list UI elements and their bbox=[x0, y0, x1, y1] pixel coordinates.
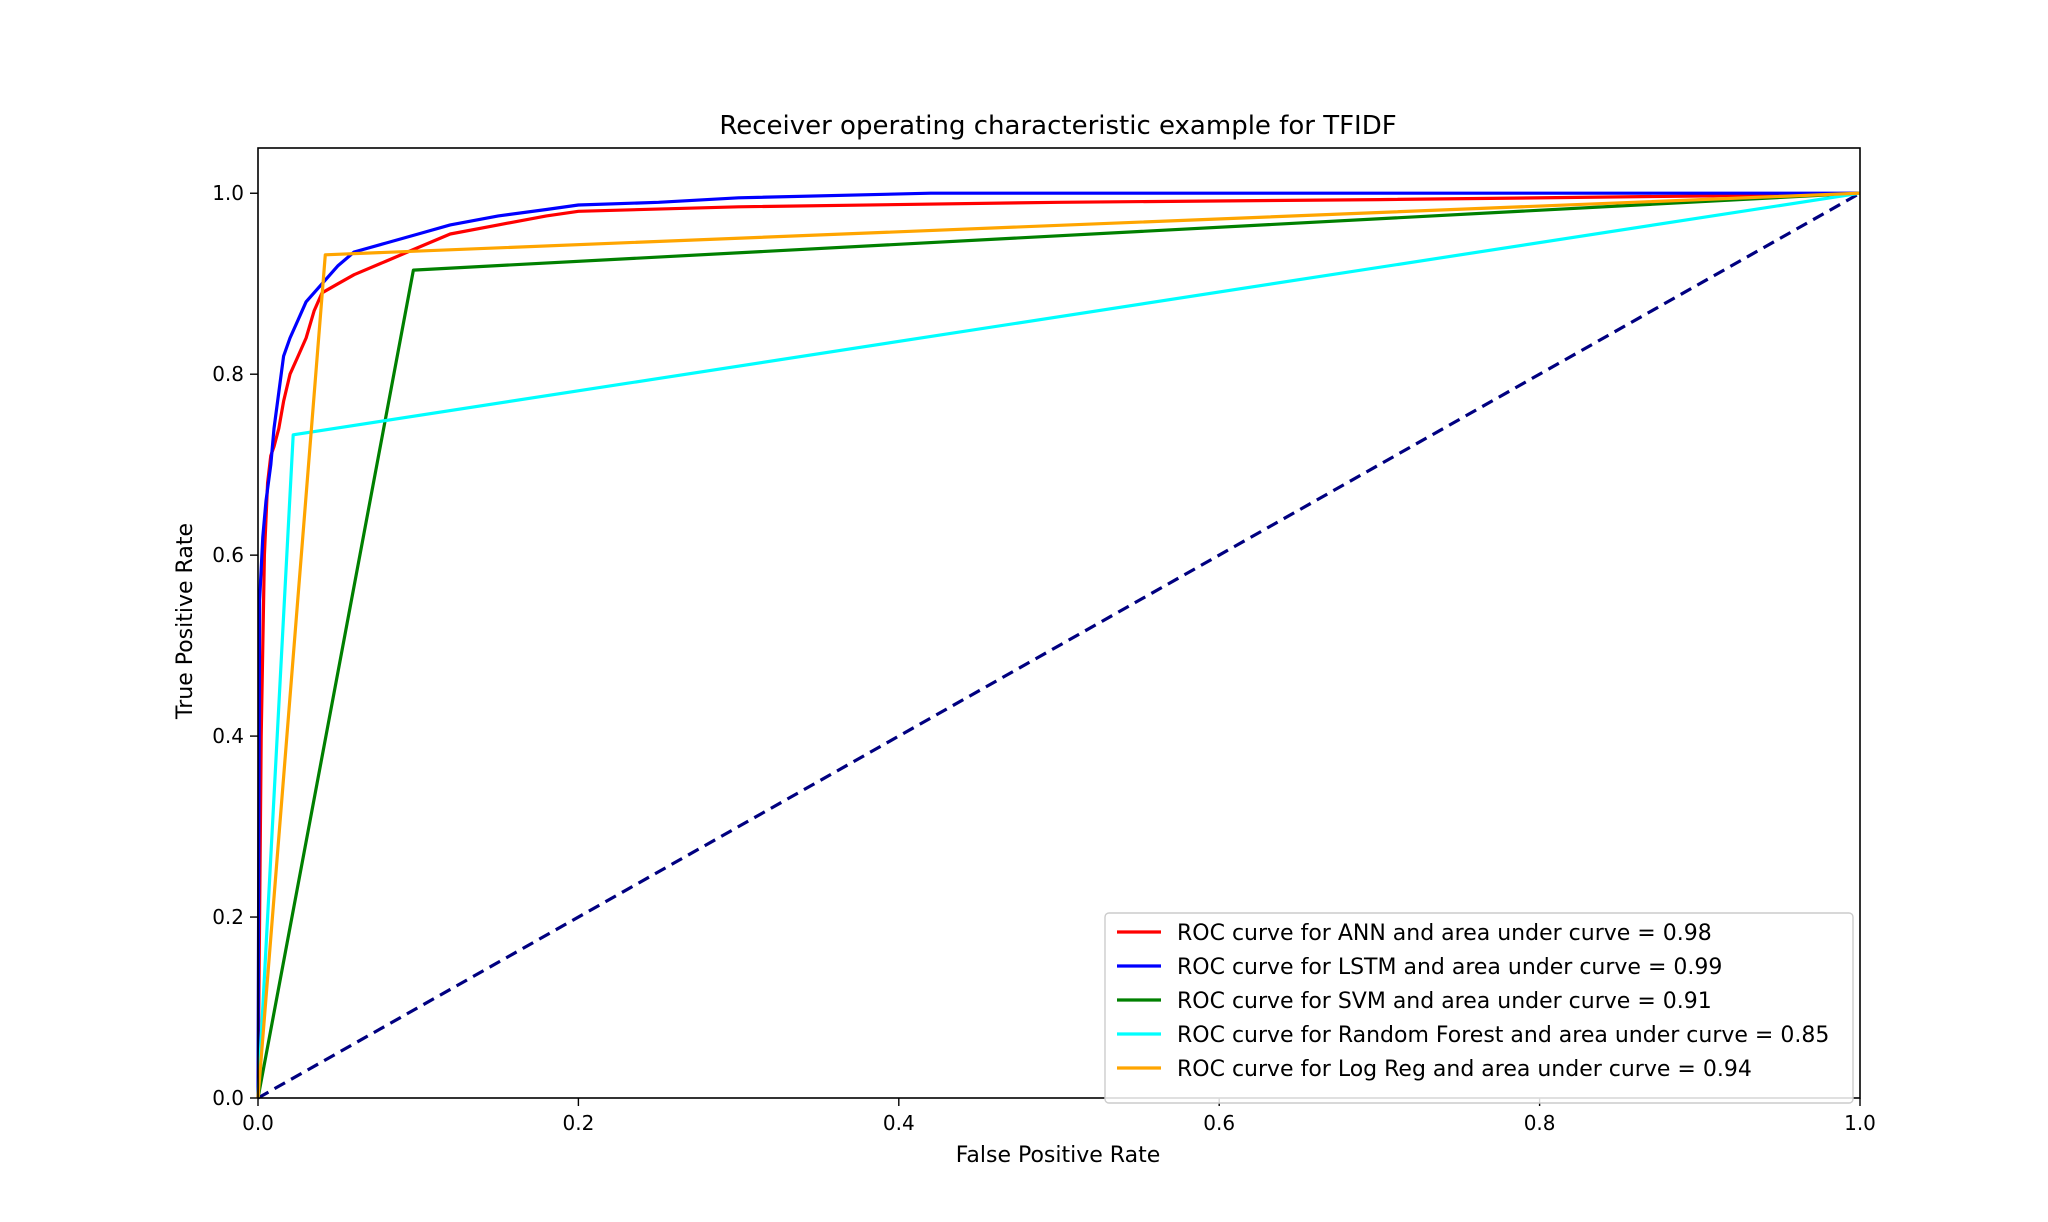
x-tick-label: 0.0 bbox=[242, 1111, 274, 1135]
legend-entry-label: ROC curve for ANN and area under curve =… bbox=[1177, 921, 1712, 946]
x-tick-label: 1.0 bbox=[1844, 1111, 1876, 1135]
legend-entry-label: ROC curve for LSTM and area under curve … bbox=[1177, 955, 1722, 980]
series-line-4 bbox=[256, 191, 1861, 1099]
chance-diagonal-line bbox=[257, 191, 1861, 1100]
series-line-3 bbox=[256, 191, 1861, 1099]
legend-entry-label: ROC curve for Log Reg and area under cur… bbox=[1177, 1057, 1752, 1082]
y-tick-label: 1.0 bbox=[212, 181, 244, 205]
y-axis: 0.0 0.2 0.4 0.6 0.8 1.0 bbox=[212, 181, 258, 1110]
y-tick-label: 0.0 bbox=[212, 1086, 244, 1110]
x-tick-label: 0.6 bbox=[1203, 1111, 1235, 1135]
x-axis: 0.0 0.2 0.4 0.6 0.8 1.0 bbox=[242, 1098, 1876, 1135]
x-axis-label: False Positive Rate bbox=[956, 1143, 1160, 1168]
legend-box bbox=[1104, 912, 1854, 1104]
y-tick-label: 0.6 bbox=[212, 543, 244, 567]
y-tick-label: 0.8 bbox=[212, 362, 244, 386]
y-tick-label: 0.2 bbox=[212, 905, 244, 929]
legend-entry-label: ROC curve for SVM and area under curve =… bbox=[1177, 989, 1712, 1014]
x-tick-label: 0.8 bbox=[1524, 1111, 1556, 1135]
series-layer bbox=[256, 191, 1861, 1100]
legend: ROC curve for ANN and area under curve =… bbox=[1104, 912, 1854, 1104]
y-tick-label: 0.4 bbox=[212, 724, 244, 748]
plot-frame bbox=[257, 147, 1861, 1099]
legend-entry-label: ROC curve for Random Forest and area und… bbox=[1177, 1023, 1829, 1048]
series-line-1 bbox=[256, 191, 1860, 1099]
x-tick-label: 0.2 bbox=[562, 1111, 594, 1135]
x-tick-label: 0.4 bbox=[883, 1111, 915, 1135]
series-line-2 bbox=[256, 191, 1861, 1099]
chart-title: Receiver operating characteristic exampl… bbox=[719, 111, 1396, 141]
y-axis-label: True Positive Rate bbox=[173, 523, 198, 720]
